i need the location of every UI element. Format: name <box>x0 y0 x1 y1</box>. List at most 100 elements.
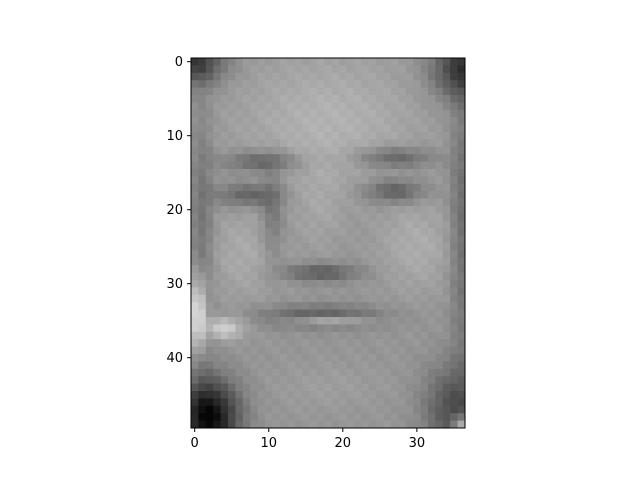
heatmap-cell <box>390 391 399 399</box>
heatmap-cell <box>242 331 251 340</box>
heatmap-cell <box>316 124 325 133</box>
heatmap-cell <box>450 280 458 288</box>
heatmap-cell <box>205 376 214 384</box>
heatmap-cell <box>302 198 310 207</box>
heatmap-cell <box>316 383 325 392</box>
heatmap-cell <box>383 183 392 192</box>
heatmap-cell <box>198 420 207 429</box>
heatmap-cell <box>191 368 199 377</box>
heatmap-cell <box>213 287 222 296</box>
heatmap-cell <box>279 87 288 96</box>
heatmap-cell <box>346 317 355 325</box>
heatmap-cell <box>353 176 362 185</box>
heatmap-cell <box>265 354 273 362</box>
heatmap-cell <box>287 139 296 148</box>
heatmap-cell <box>228 302 236 310</box>
heatmap-cell <box>442 58 451 66</box>
heatmap-cell <box>213 420 222 429</box>
heatmap-cell <box>442 191 451 199</box>
heatmap-cell <box>413 176 421 185</box>
heatmap-cell <box>413 213 421 222</box>
heatmap-cell <box>390 139 399 148</box>
heatmap-cell <box>213 354 222 362</box>
heatmap-cell <box>272 228 281 236</box>
heatmap-cell <box>413 280 421 288</box>
heatmap-cell <box>220 383 229 392</box>
heatmap-cell <box>353 376 362 384</box>
heatmap-cell <box>442 87 451 96</box>
heatmap-cell <box>287 154 296 162</box>
heatmap-cell <box>383 361 392 370</box>
heatmap-cell <box>413 169 421 177</box>
heatmap-cell <box>220 206 229 214</box>
heatmap-cell <box>457 376 466 384</box>
heatmap-cell <box>398 198 407 207</box>
heatmap-cell <box>279 176 288 185</box>
heatmap-cell <box>368 280 377 288</box>
heatmap-cell <box>302 420 310 429</box>
heatmap-cell <box>257 383 266 392</box>
heatmap-cell <box>213 324 222 333</box>
heatmap-cell <box>376 176 384 185</box>
heatmap-cell <box>420 339 429 347</box>
heatmap-cell <box>398 317 407 325</box>
heatmap-cell <box>450 65 458 74</box>
heatmap-cell <box>339 383 347 392</box>
heatmap-cell <box>272 117 281 125</box>
heatmap-cell <box>457 191 466 199</box>
heatmap-cell <box>220 361 229 370</box>
heatmap-cell <box>442 346 451 355</box>
heatmap-cell <box>235 302 244 310</box>
heatmap-cell <box>361 272 370 281</box>
heatmap-cell <box>302 235 310 244</box>
heatmap-cell <box>339 132 347 140</box>
heatmap-cell <box>272 413 281 421</box>
heatmap-cell <box>339 398 347 407</box>
heatmap-cell <box>435 413 444 421</box>
heatmap-cell <box>287 191 296 199</box>
heatmap-cell <box>205 413 214 421</box>
heatmap-cell <box>346 324 355 333</box>
heatmap-cell <box>302 87 310 96</box>
heatmap-cell <box>368 272 377 281</box>
heatmap-cell <box>346 361 355 370</box>
heatmap-cell <box>457 176 466 185</box>
heatmap-cell <box>279 324 288 333</box>
heatmap-cell <box>316 317 325 325</box>
heatmap-cell <box>346 383 355 392</box>
heatmap-cell <box>198 354 207 362</box>
heatmap-cell <box>405 280 414 288</box>
heatmap-cell <box>250 398 259 407</box>
heatmap-cell <box>316 220 325 229</box>
heatmap-cell <box>361 169 370 177</box>
heatmap-cell <box>376 132 384 140</box>
heatmap-cell <box>368 420 377 429</box>
heatmap-cell <box>309 294 318 303</box>
heatmap-cell <box>309 413 318 421</box>
heatmap-cell <box>390 132 399 140</box>
heatmap-cell <box>331 398 340 407</box>
heatmap-cell <box>435 95 444 103</box>
heatmap-cell <box>383 346 392 355</box>
heatmap-cell <box>427 124 436 133</box>
heatmap-cell <box>309 139 318 148</box>
heatmap-cell <box>228 220 236 229</box>
heatmap-cell <box>294 102 303 111</box>
heatmap-cell <box>220 243 229 251</box>
heatmap-cell <box>376 361 384 370</box>
heatmap-cell <box>398 324 407 333</box>
heatmap-cell <box>442 420 451 429</box>
heatmap-cell <box>191 243 199 251</box>
heatmap-cell <box>316 413 325 421</box>
heatmap-cell <box>235 191 244 199</box>
heatmap-cell <box>294 324 303 333</box>
heatmap-cell <box>265 280 273 288</box>
heatmap-cell <box>235 117 244 125</box>
heatmap-cell <box>205 95 214 103</box>
heatmap-cell <box>457 317 466 325</box>
heatmap-cell <box>220 87 229 96</box>
heatmap-cell <box>324 139 333 148</box>
heatmap-cell <box>383 287 392 296</box>
heatmap-cell <box>390 250 399 259</box>
heatmap-cell <box>257 317 266 325</box>
